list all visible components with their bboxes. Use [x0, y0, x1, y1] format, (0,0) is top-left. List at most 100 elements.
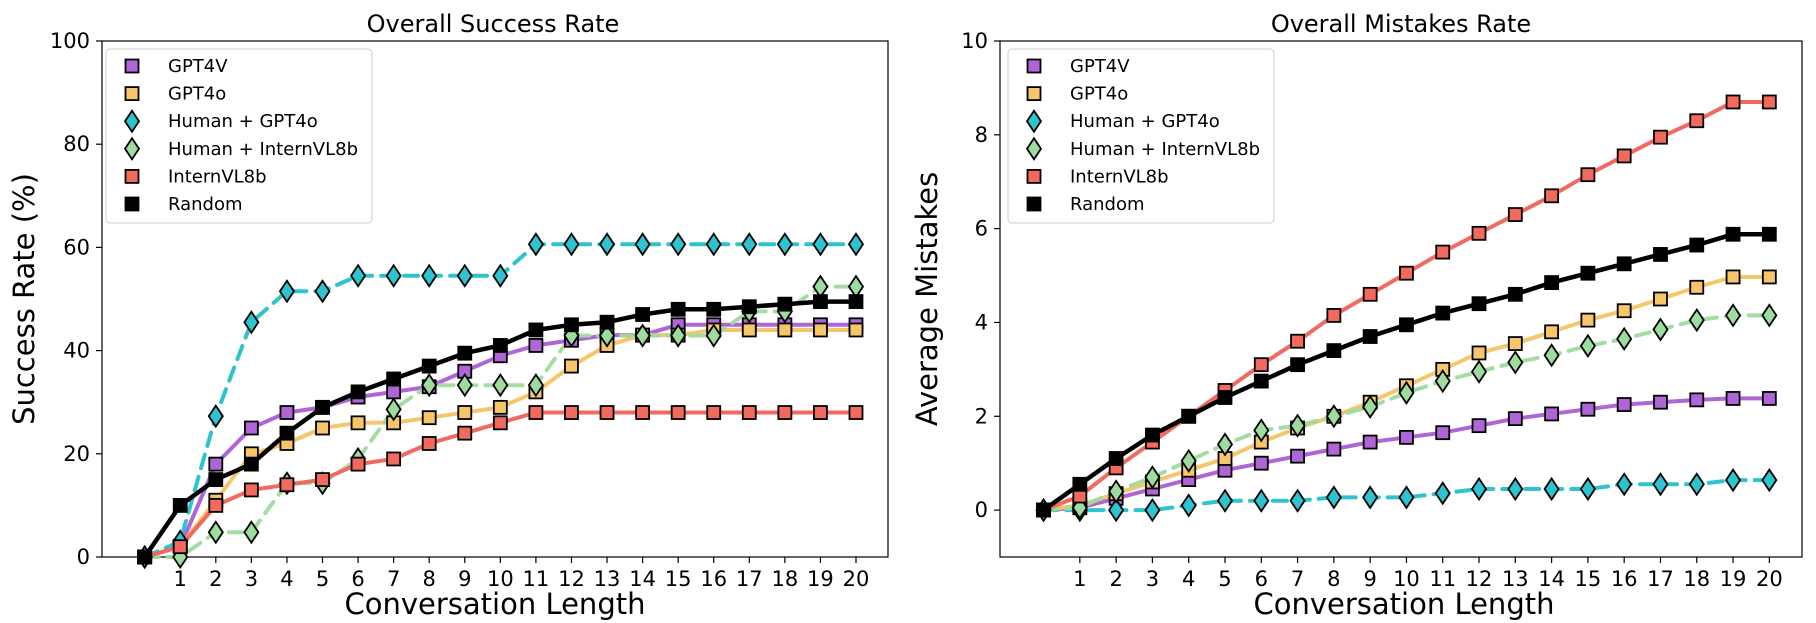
data-point-human-gpt4o [1761, 467, 1778, 493]
series-line-human-internvl8b [1041, 313, 1772, 513]
data-point-human-internvl8b [1325, 404, 1342, 429]
data-point-gpt4v [1326, 441, 1342, 457]
data-point-random [670, 301, 686, 317]
data-point-gpt4o [1471, 345, 1487, 361]
y-tick-label: 80 [63, 132, 90, 156]
data-point-human-gpt4o [1180, 493, 1197, 518]
x-tick-label: 15 [665, 567, 692, 591]
x-tick-label: 6 [1255, 567, 1268, 591]
data-point-gpt4o [1689, 279, 1705, 295]
data-point-random [564, 317, 579, 333]
x-axis-label: Conversation Length [345, 587, 646, 621]
legend-box [105, 48, 373, 224]
x-axis-label: Conversation Length [1254, 587, 1555, 621]
data-point-random [777, 296, 793, 312]
data-point-human-internvl8b [1543, 343, 1560, 368]
data-point-internvl8b [670, 405, 686, 420]
data-point-gpt4v [1253, 455, 1269, 471]
x-tick-label: 8 [1327, 567, 1340, 591]
data-point-human-internvl8b [1180, 448, 1197, 473]
data-point-human-internvl8b [1144, 465, 1161, 490]
data-point-gpt4v [1616, 397, 1632, 412]
data-point-gpt4v [386, 384, 402, 400]
data-point-random [1689, 237, 1705, 253]
x-tick-label: 9 [1363, 567, 1376, 591]
data-point-human-internvl8b [705, 323, 722, 348]
data-point-random [1471, 296, 1487, 312]
data-point-human-internvl8b [1434, 368, 1451, 394]
data-point-random [1653, 247, 1668, 262]
data-point-gpt4v [528, 338, 544, 353]
data-point-internvl8b [1399, 265, 1414, 281]
data-point-internvl8b [1290, 333, 1305, 349]
data-point-human-internvl8b [527, 373, 544, 398]
data-point-random [1072, 476, 1088, 492]
data-point-random [1507, 286, 1523, 302]
data-point-gpt4v [1290, 448, 1305, 464]
data-point-gpt4o [350, 415, 366, 431]
data-point-internvl8b [1362, 286, 1378, 302]
data-point-gpt4o [1616, 303, 1632, 319]
data-point-human-internvl8b [1652, 317, 1669, 342]
data-point-human-internvl8b [1724, 303, 1742, 328]
data-point-gpt4v [1471, 418, 1487, 434]
data-point-random [1290, 357, 1305, 373]
x-tick-label: 16 [1611, 567, 1638, 591]
data-point-internvl8b [599, 405, 615, 420]
legend-marker-human-internvl8b [123, 136, 141, 161]
data-point-gpt4o [1580, 312, 1596, 328]
x-tick-label: 13 [1502, 567, 1529, 591]
y-tick-label: 20 [63, 442, 90, 466]
x-tick-label: 20 [1756, 567, 1783, 591]
legend-label-gpt4o: GPT4o [168, 84, 226, 105]
legend-label-internvl8b: InternVL8b [1070, 166, 1169, 187]
data-point-gpt4v [243, 420, 259, 436]
y-tick-label: 2 [975, 404, 988, 428]
legend-label-human-gpt4o: Human + GPT4o [168, 111, 318, 132]
legend-label-gpt4o: GPT4o [1070, 84, 1128, 105]
data-point-gpt4o [741, 322, 757, 338]
x-tick-label: 18 [771, 567, 798, 591]
data-point-human-gpt4o [1616, 472, 1633, 497]
data-point-human-gpt4o [421, 263, 438, 288]
data-point-random [350, 384, 366, 400]
data-point-human-internvl8b [385, 397, 402, 422]
data-point-human-gpt4o [1362, 485, 1379, 510]
x-tick-label: 3 [245, 567, 258, 591]
data-point-internvl8b [1580, 167, 1596, 183]
data-point-human-internvl8b [1470, 359, 1488, 384]
data-point-human-internvl8b [1579, 333, 1596, 359]
legend-marker-random [124, 196, 140, 212]
data-point-human-internvl8b [1108, 479, 1125, 504]
x-tick-label: 19 [807, 567, 834, 591]
legend-label-human-internvl8b: Human + InternVL8b [1070, 139, 1260, 160]
data-point-human-internvl8b [456, 373, 473, 398]
x-tick-label: 17 [1647, 567, 1674, 591]
data-point-human-internvl8b [243, 520, 260, 545]
data-point-human-gpt4o [1253, 488, 1270, 513]
x-tick-label: 17 [736, 567, 763, 591]
data-point-gpt4o [1507, 336, 1523, 351]
data-point-random [421, 358, 437, 374]
legend-label-human-gpt4o: Human + GPT4o [1070, 111, 1220, 132]
data-point-human-gpt4o [705, 232, 722, 257]
data-point-random [243, 456, 259, 472]
data-point-gpt4v [1653, 394, 1668, 410]
x-tick-label: 10 [1393, 567, 1420, 591]
data-point-gpt4v [1399, 429, 1414, 445]
x-tick-label: 9 [458, 567, 471, 591]
data-point-internvl8b [777, 405, 793, 420]
x-tick-label: 11 [523, 567, 550, 591]
x-tick-label: 11 [1429, 567, 1456, 591]
x-tick-label: 10 [487, 567, 514, 591]
x-tick-label: 14 [1538, 567, 1565, 591]
data-point-human-gpt4o [598, 232, 616, 257]
data-point-human-gpt4o [1434, 481, 1451, 506]
data-point-internvl8b [635, 405, 650, 420]
legend-marker-human-gpt4o [123, 109, 141, 134]
x-tick-label: 5 [316, 567, 329, 591]
x-tick-label: 1 [1073, 567, 1086, 591]
data-point-human-gpt4o [278, 279, 296, 304]
legend-label-internvl8b: InternVL8b [168, 166, 267, 187]
